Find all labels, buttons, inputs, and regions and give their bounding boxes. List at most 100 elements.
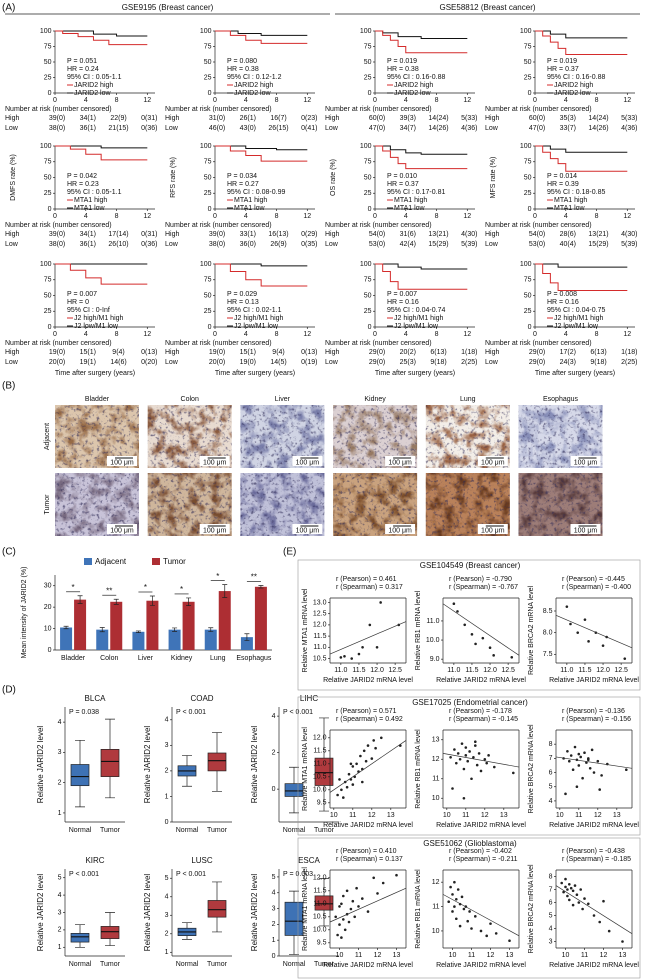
x-tick-label: 12 (487, 952, 495, 959)
risk-row-label: High (5, 349, 20, 356)
stat: P = 0.007 (67, 291, 97, 298)
point (368, 623, 372, 627)
pearson: r (Pearson) = 0.461 (336, 576, 397, 583)
x-tick-label: Liver (138, 655, 154, 662)
spearman: r (Spearman) = -0.400 (562, 584, 631, 591)
error-bar (244, 633, 250, 641)
y-axis-label: Relative BRCA2 mRNA level (528, 724, 535, 814)
km-curve-low (215, 263, 308, 267)
stat: P = 0.019 (547, 58, 577, 65)
x-axis-label: Relative JARID2 mRNA level (323, 822, 413, 829)
risk-count: 0(41) (301, 125, 317, 132)
point (342, 894, 345, 898)
point (575, 893, 579, 896)
y-axis-label: Relative BRCA2 mRNA level (528, 864, 535, 954)
risk-count: 20(0) (49, 359, 65, 366)
point (468, 750, 471, 753)
risk-title: Number at risk (number censored) (5, 106, 112, 113)
risk-count: 43(0) (240, 125, 256, 132)
risk-title: Number at risk (number censored) (5, 222, 112, 229)
point (564, 885, 567, 889)
point (481, 636, 485, 640)
risk-count: 31(0) (209, 115, 225, 122)
point (474, 740, 477, 743)
y-tick-label: 11.0 (313, 901, 326, 908)
risk-count: 35(3) (560, 115, 576, 122)
point (489, 922, 492, 925)
panel-label: (C) (2, 547, 16, 558)
y-tick-label: 2 (165, 768, 169, 775)
point (474, 744, 477, 747)
point (588, 766, 592, 770)
point (583, 751, 586, 754)
point (342, 796, 345, 799)
point (355, 886, 358, 890)
legend-label: JARID2 high (554, 82, 593, 89)
y-tick-label: 11 (432, 903, 439, 910)
legend-label: JARID2 low (234, 90, 272, 97)
y-tick-label: 13.0 (313, 599, 327, 606)
spearman: r (Spearman) = -0.156 (562, 716, 631, 723)
risk-count: 0(36) (141, 241, 157, 248)
km-curve-low (55, 30, 148, 37)
stat: 95% CI : 0.12-1.2 (227, 74, 282, 81)
x-tick-label: 4 (564, 331, 568, 338)
y-tick-label: 0 (528, 324, 532, 331)
y-tick-label: 1 (165, 793, 169, 800)
risk-title: Number at risk (number censored) (485, 222, 592, 229)
dataset-title: GSE9195 (Breast cancer) (122, 3, 214, 12)
y-tick-label: 7 (549, 886, 553, 893)
risk-count: 14(5) (270, 359, 286, 366)
x-tick-label: Normal (176, 961, 199, 968)
x-tick-label: 0 (373, 331, 377, 338)
risk-count: 42(4) (400, 241, 416, 248)
point (347, 920, 351, 924)
risk-count: 9(18) (590, 359, 606, 366)
panel-label: (B) (2, 381, 15, 392)
box (207, 752, 227, 772)
stat: P = 0.029 (227, 291, 257, 298)
p-value: P < 0.001 (176, 871, 206, 878)
scale-label: 100 μm (110, 527, 134, 534)
risk-count: 2(25) (621, 359, 637, 366)
point (338, 923, 341, 926)
risk-count: 1(18) (461, 349, 477, 356)
risk-count: 0(19) (301, 359, 317, 366)
x-tick-label: 8 (435, 97, 439, 104)
y-tick-label: 0 (528, 90, 532, 97)
point (340, 902, 343, 906)
risk-row-label: Low (5, 125, 19, 132)
legend-label: Tumor (163, 557, 186, 566)
km-curve-high (535, 263, 628, 291)
x-tick-label: 11.0 (560, 667, 573, 674)
risk-count: 14(24) (428, 115, 448, 122)
risk-count: 53(0) (369, 241, 385, 248)
x-tick-label: Tumor (207, 827, 228, 834)
point (340, 788, 343, 792)
km-curve-low (215, 145, 308, 151)
x-tick-label: 8 (595, 331, 599, 338)
point (571, 903, 575, 907)
x-axis-label: Relative JARID2 mRNA level (549, 822, 639, 829)
risk-count: 38(0) (49, 241, 65, 248)
point (575, 785, 579, 789)
risk-title: Number at risk (number censored) (485, 340, 592, 347)
y-tick-label: 4 (549, 798, 553, 805)
x-tick-label: 0 (533, 331, 537, 338)
point (374, 746, 377, 750)
y-axis-label: Relative JARID2 level (250, 874, 259, 952)
point (370, 757, 374, 760)
stat: 95% CI : 0.08-0.99 (227, 189, 285, 196)
x-tick-label: 8 (595, 97, 599, 104)
x-tick-label: 12 (594, 812, 602, 819)
risk-count: 5(39) (461, 241, 477, 248)
risk-row-label: High (325, 115, 340, 122)
y-tick-label: 10.5 (313, 914, 327, 921)
panel-label: (A) (2, 3, 15, 14)
stat: HR = 0.23 (67, 181, 99, 188)
box (100, 749, 120, 777)
km-curve-high (375, 30, 468, 54)
point (587, 640, 590, 643)
scale-box (107, 524, 137, 534)
y-tick-label: 4 (272, 890, 276, 897)
